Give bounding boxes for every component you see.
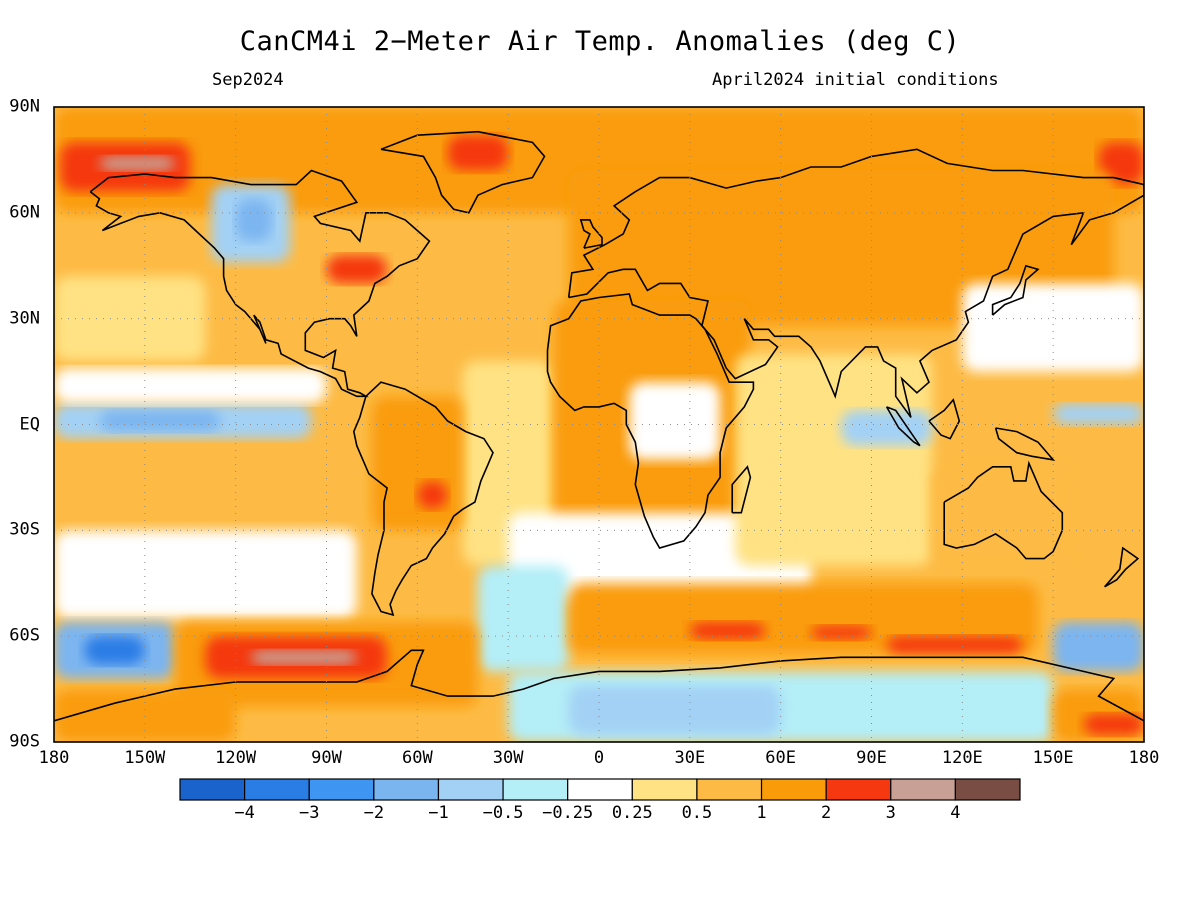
colorbar-swatch xyxy=(890,778,956,801)
colorbar-swatch xyxy=(696,778,763,801)
region-indian-ocean-mild xyxy=(735,353,933,566)
colorbar-swatch xyxy=(954,778,1021,801)
lon-tick-label: 90E xyxy=(856,748,887,768)
lat-tick-label: 90S xyxy=(9,731,40,752)
colorbar-swatch xyxy=(567,778,633,801)
region-antarctica-cool-core xyxy=(568,685,781,735)
initial-conditions-label: April2024 initial conditions xyxy=(712,70,999,90)
colorbar-swatch xyxy=(373,778,440,801)
colorbar-label: 0.5 xyxy=(681,803,713,823)
lon-tick-label: 30W xyxy=(492,748,524,768)
lon-tick-label: 180 xyxy=(38,748,70,768)
colorbar-swatch xyxy=(437,778,504,801)
region-west-pacific-neutral xyxy=(962,283,1144,372)
colorbar-label: −4 xyxy=(234,803,255,823)
colorbar-label: 2 xyxy=(821,803,832,823)
colorbar-swatch xyxy=(760,778,827,801)
region-amundsen-sea-peak xyxy=(250,650,357,665)
colorbar-label: 1 xyxy=(756,803,767,823)
region-south-pacific-neutral xyxy=(54,530,357,619)
region-canada-cool-core xyxy=(235,198,272,242)
lat-tick-label: 90N xyxy=(9,96,40,117)
region-indonesia-cool xyxy=(841,410,933,446)
coastline-new-guinea xyxy=(994,427,1056,461)
colorbar-label: −0.25 xyxy=(542,803,594,823)
coastline-antarctica xyxy=(54,649,1144,722)
colorbar-swatch xyxy=(244,778,310,801)
region-ross-sea-east-hot xyxy=(1083,713,1144,735)
graticule xyxy=(54,107,1144,742)
region-central-africa-neutral xyxy=(629,382,721,460)
coastline-africa xyxy=(546,293,755,549)
region-east-pacific-equator-cool-core xyxy=(99,410,221,432)
lon-tick-label: 60E xyxy=(765,748,797,768)
region-east-pacific-neutral xyxy=(54,368,327,404)
lon-tick-label: 180 xyxy=(1128,748,1160,768)
lat-tick-label: 30S xyxy=(9,519,40,540)
chart-title: CanCM4i 2−Meter Air Temp. Anomalies (deg… xyxy=(239,26,961,57)
region-south-atlantic-cool xyxy=(477,565,569,672)
valid-month-label: Sep2024 xyxy=(212,70,284,90)
region-southern-ocean-hot-2 xyxy=(810,625,872,640)
lon-tick-label: 120W xyxy=(215,748,257,768)
colorbar-label: −1 xyxy=(428,803,449,823)
region-australia-warm xyxy=(932,466,1069,566)
lon-tick-label: 120E xyxy=(941,748,983,768)
region-south-america-warm xyxy=(371,396,463,531)
coastline-sumatra xyxy=(885,406,921,447)
colorbar-label: −0.5 xyxy=(482,803,524,823)
coastline-eurasia xyxy=(567,148,1144,418)
region-south-pacific-cold-core xyxy=(84,636,145,665)
region-southern-ocean-hot-1 xyxy=(689,622,766,640)
lon-tick-label: 90W xyxy=(311,748,342,768)
region-alaska-peak xyxy=(99,156,176,171)
region-west-pacific-equator-cool xyxy=(1053,403,1144,425)
colorbar-label: −2 xyxy=(363,803,385,823)
coastline-greenland xyxy=(380,130,546,214)
region-southern-ocean-hot-3 xyxy=(886,636,1023,654)
region-north-pacific-mild xyxy=(54,276,206,361)
coastlines xyxy=(54,130,1144,722)
colorbar-swatch xyxy=(825,778,892,801)
lon-tick-label: 150W xyxy=(124,748,166,768)
coastline-borneo xyxy=(928,398,961,440)
colorbar-label: −3 xyxy=(298,803,320,823)
region-great-lakes-hot xyxy=(326,255,388,284)
colorbar-label: 4 xyxy=(950,803,961,823)
coastline-australia xyxy=(943,460,1064,560)
region-southern-ocean-warm-band xyxy=(568,583,1039,654)
lat-tick-label: EQ xyxy=(19,414,40,434)
colorbar-swatch xyxy=(631,778,698,801)
region-ross-sea-warm xyxy=(54,689,236,742)
lat-tick-label: 30N xyxy=(9,308,40,329)
coastline-north-america xyxy=(89,169,431,398)
lat-tick-label: 60N xyxy=(9,202,40,223)
lon-tick-label: 0 xyxy=(593,748,605,768)
lon-tick-label: 60W xyxy=(401,748,433,768)
colorbar-label: 3 xyxy=(885,803,896,823)
coastline-japan xyxy=(991,264,1040,316)
coastline-uk xyxy=(579,219,603,249)
region-east-siberia-hot xyxy=(1098,142,1144,185)
region-southeast-pacific-cold xyxy=(1053,622,1144,672)
lat-tick-label: 60S xyxy=(9,625,40,646)
colorbar-swatch xyxy=(179,778,246,801)
region-brazil-hot xyxy=(417,480,448,510)
coastline-madagascar xyxy=(731,465,752,514)
map-frame xyxy=(53,106,1145,743)
colorbar-label: 0.25 xyxy=(611,803,653,823)
lon-tick-label: 30E xyxy=(674,748,706,768)
coastline-new-zealand xyxy=(1104,546,1140,588)
region-greenland-hot xyxy=(447,135,509,171)
colorbar xyxy=(179,778,1021,801)
lon-tick-label: 150E xyxy=(1032,748,1074,768)
colorbar-swatch xyxy=(502,778,569,801)
colorbar-swatch xyxy=(308,778,375,801)
coastline-south-america xyxy=(352,381,494,617)
